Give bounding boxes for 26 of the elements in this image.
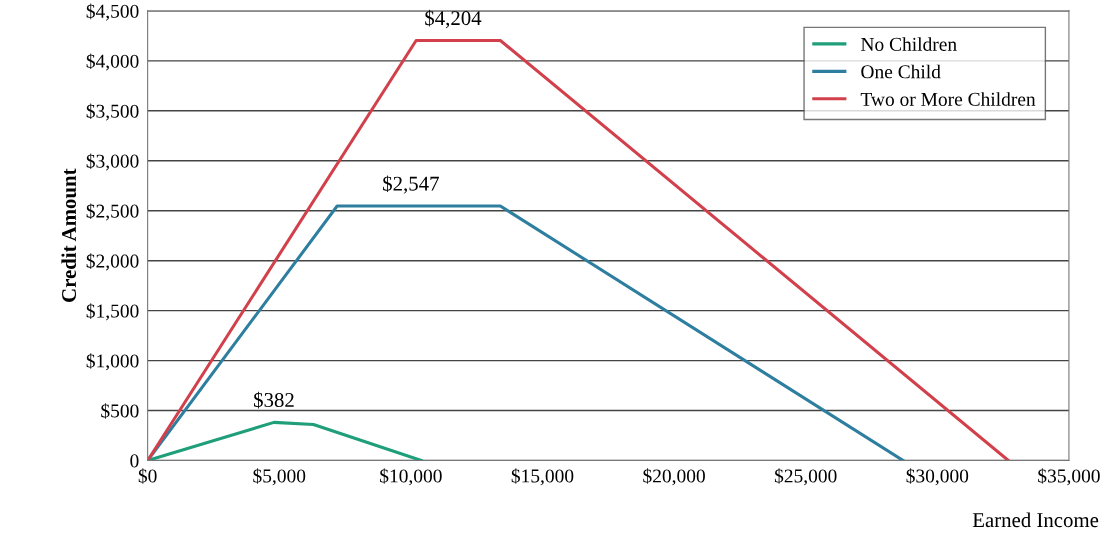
y-tick-label: $3,000 [86,153,139,171]
annotation: $382 [254,391,294,409]
legend-label: One Child [861,64,941,79]
x-tick-label: $20,000 [643,468,705,486]
legend-label: No Children [861,37,957,51]
annotation: $2,547 [383,175,439,194]
y-tick-label: $2,000 [86,253,139,271]
annotation: $4,204 [425,9,482,29]
y-tick-label: $500 [101,403,139,419]
y-axis-title: Credit Amount [61,168,77,302]
x-tick-label: $5,000 [253,468,306,486]
x-tick-label: $15,000 [511,468,574,486]
x-tick-label: $10,000 [380,468,442,486]
x-axis-title: Earned Income [972,512,1099,528]
x-tick-label: $0 [138,468,157,484]
y-tick-label: $3,500 [86,103,139,121]
y-tick-label: 0 [130,454,139,468]
x-tick-label: $30,000 [906,468,969,486]
x-tick-label: $35,000 [1038,468,1100,486]
y-tick-label: $4,500 [86,3,139,21]
y-tick-label: $2,500 [86,203,139,221]
y-tick-label: $1,000 [86,353,139,371]
y-tick-label: $1,500 [86,303,139,321]
x-tick-label: $25,000 [774,468,837,486]
legend-label: Two or More Children [860,92,1036,106]
y-tick-label: $4,000 [86,53,139,71]
